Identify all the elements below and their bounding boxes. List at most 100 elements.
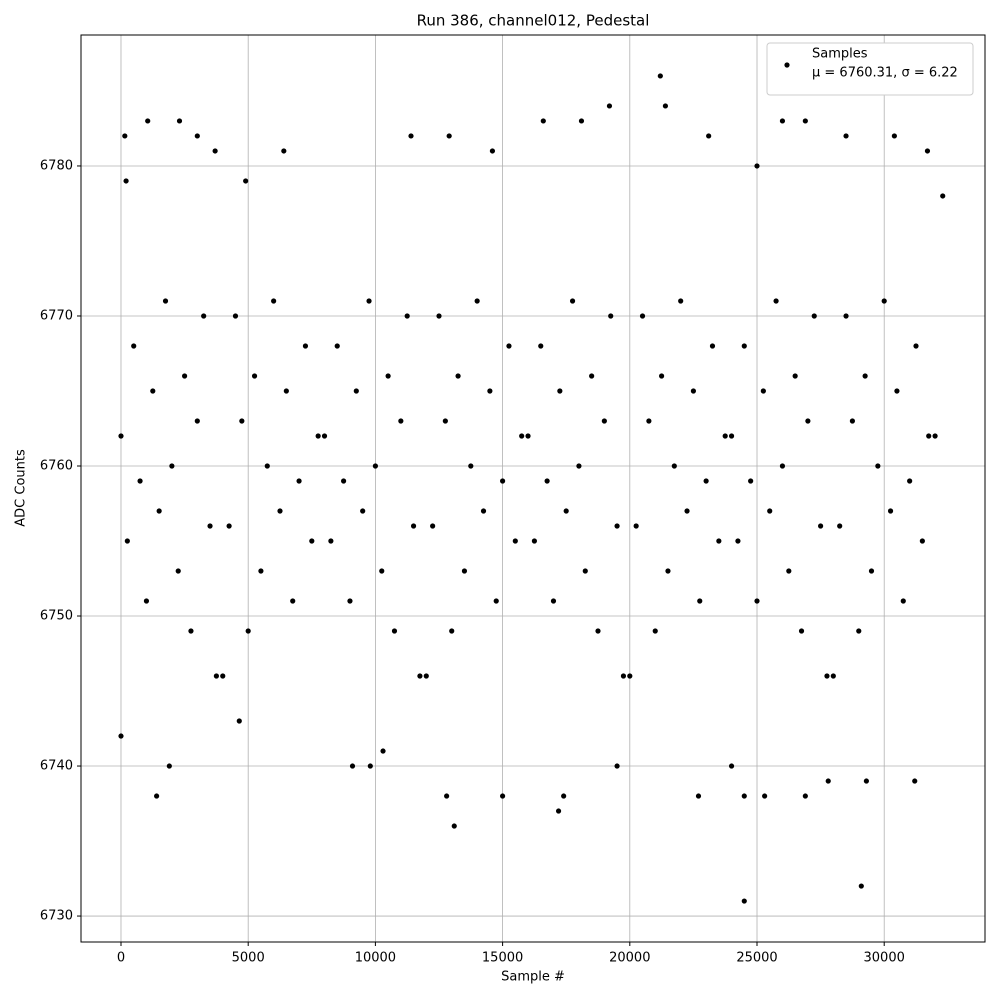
point: [578, 118, 585, 124]
y-tick-label: 6760: [40, 458, 73, 473]
point: [328, 538, 334, 544]
point: [811, 313, 817, 319]
legend: Samples μ = 6760.31, σ = 6.22: [766, 42, 974, 96]
point: [716, 538, 722, 544]
x-tick-label: 25000: [736, 951, 777, 966]
point: [176, 118, 183, 124]
point: [137, 478, 143, 484]
point: [825, 778, 831, 784]
point: [169, 463, 175, 469]
y-tick-label: 6730: [40, 909, 73, 924]
point: [741, 898, 747, 904]
point: [243, 178, 249, 184]
point: [499, 793, 506, 799]
point: [837, 523, 843, 529]
point: [728, 763, 735, 769]
point: [207, 523, 213, 529]
point: [662, 103, 669, 109]
point: [767, 508, 773, 514]
point: [760, 388, 766, 394]
point: [391, 628, 398, 634]
point: [232, 313, 239, 319]
point: [181, 373, 188, 379]
point: [321, 433, 328, 439]
point: [924, 148, 931, 154]
point: [849, 418, 856, 424]
point: [563, 508, 569, 514]
point: [735, 538, 741, 544]
legend-marker: [784, 62, 790, 68]
point: [118, 433, 124, 439]
point: [154, 793, 160, 799]
point: [706, 133, 712, 139]
point: [709, 343, 716, 349]
point: [754, 598, 760, 604]
point: [805, 418, 811, 424]
point: [277, 508, 283, 514]
point: [145, 118, 151, 124]
y-tick-label: 6770: [40, 308, 73, 323]
point: [544, 478, 550, 484]
point: [561, 793, 567, 799]
point: [474, 298, 480, 304]
point: [665, 568, 671, 574]
point: [678, 298, 684, 304]
point: [449, 628, 455, 634]
point: [569, 298, 576, 304]
point: [907, 478, 913, 484]
point: [540, 118, 546, 124]
point: [519, 433, 525, 439]
point: [926, 433, 932, 439]
point: [123, 178, 129, 184]
point: [258, 568, 264, 574]
point: [792, 373, 798, 379]
point: [283, 388, 289, 394]
x-tick-label: 10000: [355, 951, 396, 966]
point: [118, 733, 124, 739]
y-tick-label: 6750: [40, 609, 73, 624]
point: [779, 463, 786, 469]
point: [891, 133, 897, 139]
y-tick-label: 6740: [40, 759, 73, 774]
point: [455, 373, 461, 379]
point: [468, 463, 474, 469]
point: [124, 538, 130, 544]
point: [894, 388, 900, 394]
point: [748, 478, 754, 484]
point: [290, 598, 296, 604]
point: [773, 298, 779, 304]
point: [786, 568, 792, 574]
point: [589, 373, 595, 379]
point: [410, 523, 417, 529]
point: [245, 628, 251, 634]
point: [703, 478, 709, 484]
legend-box: [766, 42, 974, 96]
point: [360, 508, 366, 514]
point: [531, 538, 537, 544]
point: [436, 313, 442, 319]
point: [143, 598, 150, 604]
point: [576, 463, 582, 469]
point: [380, 748, 386, 754]
point: [334, 343, 340, 349]
point: [417, 673, 423, 679]
x-tick-label: 30000: [864, 951, 905, 966]
point: [555, 808, 562, 814]
point: [489, 148, 496, 154]
point: [212, 148, 218, 154]
y-tick-label: 6780: [40, 158, 73, 173]
point: [690, 388, 697, 394]
point: [595, 628, 601, 634]
legend-label: Samples: [812, 47, 868, 62]
point: [309, 538, 315, 544]
point: [156, 508, 162, 514]
x-tick-label: 20000: [609, 951, 650, 966]
point: [843, 133, 849, 139]
point: [657, 73, 663, 79]
legend-stats: μ = 6760.31, σ = 6.22: [812, 66, 958, 81]
point: [281, 148, 287, 154]
point: [606, 103, 613, 109]
point: [385, 373, 391, 379]
point: [512, 538, 518, 544]
point: [271, 298, 277, 304]
